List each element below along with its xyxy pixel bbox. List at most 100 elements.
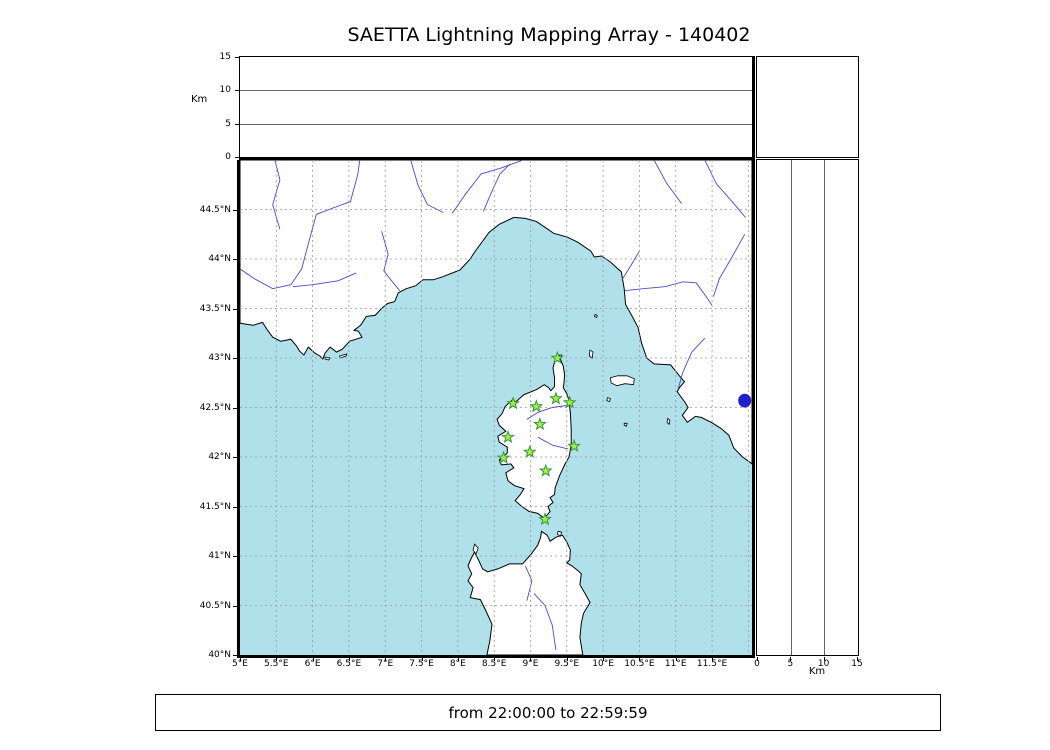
tick-label: 10 bbox=[219, 85, 231, 96]
tick-mark bbox=[676, 657, 677, 661]
island bbox=[338, 353, 348, 359]
tick-label: 44°N bbox=[208, 254, 231, 264]
time-window-text: from 22:00:00 to 22:59:59 bbox=[448, 703, 648, 722]
tick-mark bbox=[349, 657, 350, 661]
tick-label: 10.5°E bbox=[624, 659, 655, 669]
river bbox=[653, 160, 682, 204]
tick-label: 10 bbox=[817, 659, 830, 669]
tick-label: 6.5°E bbox=[336, 659, 362, 669]
river bbox=[524, 565, 533, 601]
station-marker bbox=[538, 463, 553, 477]
tick-label: 42.5°N bbox=[199, 402, 231, 413]
river bbox=[621, 250, 640, 281]
tick-label: 40°N bbox=[208, 650, 231, 660]
tick-mark bbox=[235, 157, 239, 158]
tick-mark bbox=[422, 657, 423, 661]
river bbox=[410, 160, 444, 213]
river bbox=[482, 163, 511, 212]
tick-mark bbox=[233, 408, 237, 409]
tick-label: 40.5°N bbox=[199, 600, 231, 611]
tick-mark bbox=[790, 657, 791, 661]
island bbox=[556, 530, 563, 537]
tick-mark bbox=[233, 507, 237, 508]
tick-mark bbox=[757, 657, 758, 661]
station-marker bbox=[550, 350, 565, 364]
tick-mark bbox=[603, 657, 604, 661]
river bbox=[677, 337, 706, 390]
tick-mark bbox=[530, 657, 531, 661]
river bbox=[526, 405, 567, 420]
tick-label: 5 bbox=[225, 118, 231, 129]
tick-mark bbox=[233, 259, 237, 260]
island bbox=[666, 417, 671, 426]
tick-mark bbox=[458, 657, 459, 661]
time-window-box: from 22:00:00 to 22:59:59 bbox=[155, 694, 941, 731]
station-marker bbox=[562, 395, 577, 409]
station-marker bbox=[506, 396, 520, 410]
tick-label: 5°E bbox=[232, 659, 248, 669]
tick-mark bbox=[233, 309, 237, 310]
corsica-region-map bbox=[240, 160, 752, 655]
tick-label: 11.5°E bbox=[696, 659, 728, 669]
corner-panel bbox=[756, 56, 859, 158]
tick-mark bbox=[276, 657, 277, 661]
tick-label: 42°N bbox=[208, 452, 231, 462]
tick-mark bbox=[567, 657, 568, 661]
station-marker bbox=[522, 444, 537, 458]
altitude-longitude-panel bbox=[239, 56, 755, 160]
tick-mark bbox=[235, 57, 239, 58]
mainland-landmass bbox=[240, 160, 752, 465]
tick-mark bbox=[233, 210, 237, 211]
tick-mark bbox=[639, 657, 640, 661]
tick-label: 7.5°E bbox=[409, 659, 434, 669]
tick-mark bbox=[313, 657, 314, 661]
river bbox=[704, 160, 746, 218]
tick-mark bbox=[233, 556, 237, 557]
map-panel bbox=[237, 160, 755, 658]
altitude-axis-label-left: Km bbox=[191, 94, 208, 105]
plot-title: SAETTA Lightning Mapping Array - 140402 bbox=[347, 24, 751, 46]
island bbox=[606, 397, 611, 403]
station-marker bbox=[538, 512, 552, 526]
tick-label: 8.5°E bbox=[481, 659, 507, 669]
tick-mark bbox=[235, 124, 239, 125]
tick-mark bbox=[712, 657, 713, 661]
tick-label: 7°E bbox=[377, 659, 394, 669]
tick-mark bbox=[494, 657, 495, 661]
tick-label: 6°E bbox=[304, 659, 321, 669]
river bbox=[533, 593, 557, 651]
island bbox=[472, 543, 479, 555]
tick-label: 15 bbox=[851, 659, 863, 669]
tick-label: 10°E bbox=[592, 659, 614, 669]
river bbox=[713, 234, 746, 297]
river bbox=[537, 436, 569, 450]
tick-label: 5.5°E bbox=[264, 659, 289, 669]
tick-label: 0 bbox=[225, 152, 231, 162]
tick-mark bbox=[240, 657, 241, 661]
lake-marker bbox=[738, 393, 752, 408]
tick-mark bbox=[235, 90, 239, 91]
island bbox=[609, 375, 635, 387]
tick-label: 8°E bbox=[449, 659, 466, 669]
tick-label: 5 bbox=[787, 659, 794, 669]
tick-label: 11°E bbox=[664, 659, 687, 669]
tick-label: 41°N bbox=[208, 551, 231, 561]
island bbox=[588, 349, 594, 359]
tick-mark bbox=[385, 657, 386, 661]
station-marker bbox=[496, 450, 511, 464]
river bbox=[240, 160, 361, 290]
station-marker bbox=[549, 391, 563, 405]
altitude-gridline bbox=[824, 160, 826, 655]
altitude-gridline bbox=[790, 160, 792, 655]
station-marker bbox=[533, 417, 547, 431]
tick-mark bbox=[233, 655, 237, 656]
tick-label: 41.5°N bbox=[199, 501, 231, 512]
tick-label: 9.5°E bbox=[554, 659, 580, 669]
tick-label: 43.5°N bbox=[199, 303, 231, 314]
altitude-axis-label-right: Km bbox=[808, 666, 826, 677]
tick-label: 15 bbox=[219, 52, 231, 62]
tick-mark bbox=[857, 657, 858, 661]
island bbox=[593, 313, 598, 318]
tick-label: 9°E bbox=[522, 659, 539, 669]
